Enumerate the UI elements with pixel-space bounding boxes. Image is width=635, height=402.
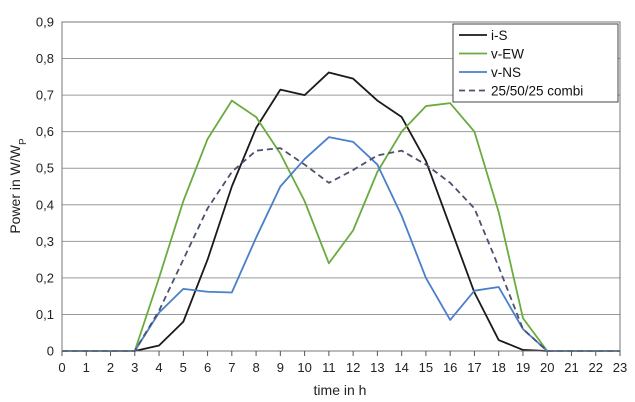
y-tick-label: 0,3	[36, 234, 54, 249]
x-tick-label: 15	[419, 360, 433, 375]
x-tick-label: 16	[443, 360, 457, 375]
x-tick-label: 17	[467, 360, 481, 375]
y-tick-label: 0,5	[36, 161, 54, 176]
axes: 00,10,20,30,40,50,60,70,80,90 1 2 3 4 5 6 7 8 9 10…	[36, 15, 627, 376]
x-tick-label: 12	[346, 360, 360, 375]
x-tick-label: 3	[131, 360, 138, 375]
x-tick-label: 18	[491, 360, 505, 375]
series-line-v-ew	[62, 99, 620, 352]
x-tick-label: 4	[155, 360, 162, 375]
y-axis-label-main: Power in W/W	[7, 144, 23, 233]
x-tick-label: 1	[83, 360, 90, 375]
x-tick-label: 22	[589, 360, 603, 375]
x-tick-label: 11	[322, 360, 336, 375]
x-tick-label: 6	[204, 360, 211, 375]
y-axis-label-sub: P	[18, 138, 29, 145]
x-tick-label: 10	[297, 360, 311, 375]
x-tick-label: 14	[394, 360, 408, 375]
legend: i-S v-EW v-NS 25/50/25 combi	[452, 23, 619, 103]
legend-entry: v-EW	[491, 47, 524, 62]
y-tick-label: 0	[47, 344, 54, 359]
legend-entry: i-S	[491, 28, 508, 43]
series-line-25-50-25-combi	[62, 147, 620, 352]
y-tick-label: 0,9	[36, 15, 54, 30]
y-tick-label: 0,4	[36, 197, 54, 212]
x-axis-label: time in h	[314, 382, 367, 398]
plot-border	[61, 21, 621, 352]
x-tick-label: 2	[107, 360, 114, 375]
x-tick-label: 8	[252, 360, 259, 375]
legend-box	[452, 23, 619, 103]
y-axis-label: Power in W/WP	[7, 138, 29, 234]
x-tick-label: 20	[540, 360, 554, 375]
y-tick-label: 0,7	[36, 88, 54, 103]
x-tick-label: 7	[228, 360, 235, 375]
series-line-i-s	[62, 71, 620, 352]
y-tick-label: 0,2	[36, 270, 54, 285]
x-tick-label: 13	[370, 360, 384, 375]
x-tick-label: 23	[613, 360, 627, 375]
x-tick-label: 5	[180, 360, 187, 375]
x-tick-label: 21	[564, 360, 578, 375]
x-tick-label: 9	[277, 360, 284, 375]
series-lines	[62, 71, 620, 352]
x-tick-label: 0	[58, 360, 65, 375]
legend-entry: v-NS	[491, 65, 521, 80]
y-tick-label: 0,6	[36, 124, 54, 139]
y-tick-label: 0,8	[36, 51, 54, 66]
y-tick-label: 0,1	[36, 307, 54, 322]
legend-entry: 25/50/25 combi	[491, 84, 583, 99]
x-tick-label: 19	[516, 360, 530, 375]
